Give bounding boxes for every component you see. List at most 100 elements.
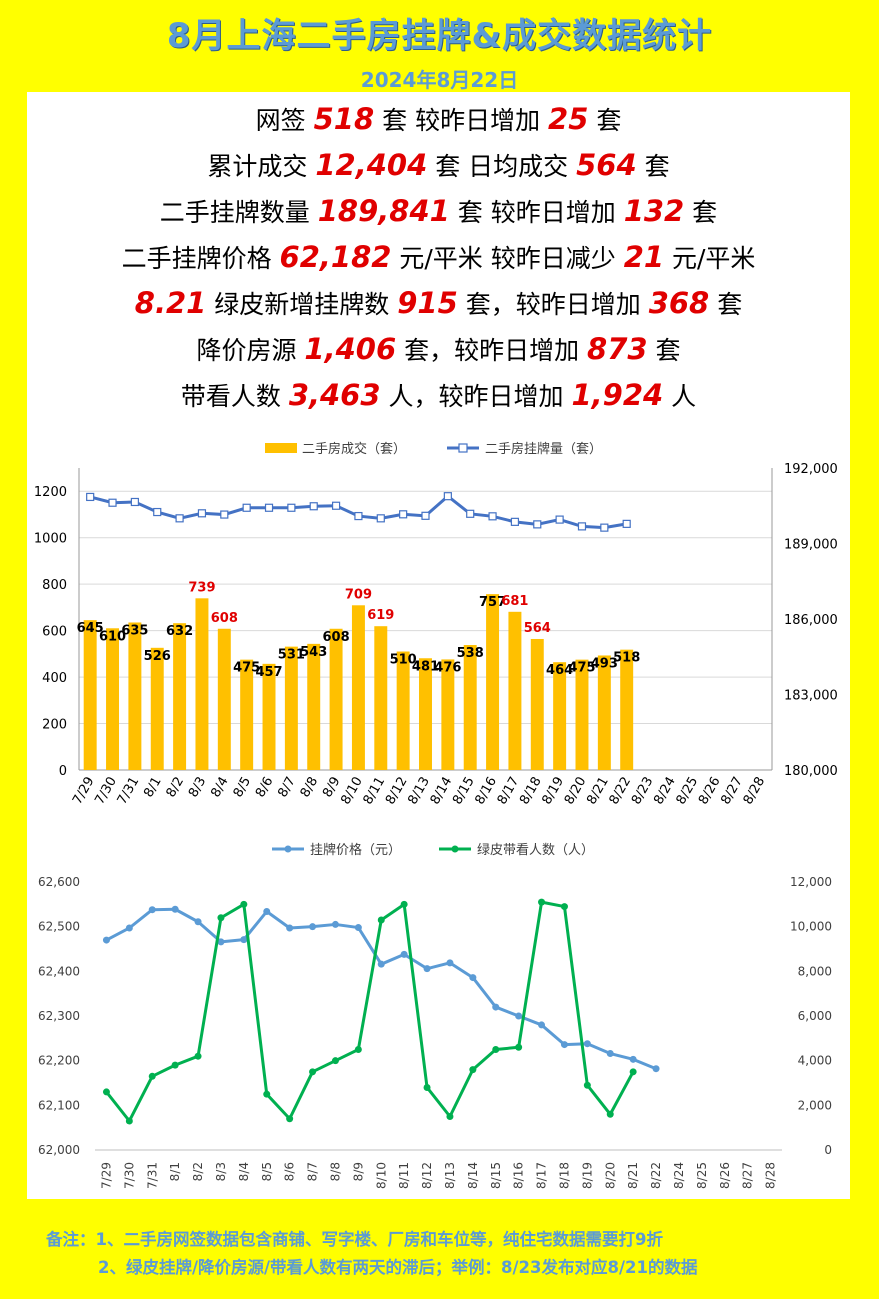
left-tick-label: 62,200 (38, 1054, 80, 1068)
listing-marker (220, 510, 229, 519)
stat-text: 人，较昨日增加 (380, 382, 572, 411)
right-tick-label: 12,000 (790, 875, 832, 889)
viewings-marker (400, 900, 408, 908)
listing-marker (264, 503, 274, 512)
stat-line: 8.21 绿皮新增挂牌数 915 套，较昨日增加 368 套 (27, 280, 850, 326)
x-tick-label: 7/31 (115, 775, 143, 808)
x-tick-label: 8/14 (466, 1162, 480, 1189)
x-tick-label: 8/8 (298, 775, 321, 801)
viewings-marker (583, 1081, 591, 1089)
x-tick-label: 8/19 (580, 1162, 594, 1189)
x-tick-label: 8/3 (214, 1162, 228, 1181)
stat-text: 二手挂牌数量 (159, 198, 318, 227)
viewings-marker (263, 1090, 271, 1098)
stat-value: 368 (648, 286, 710, 320)
legend-label-price: 挂牌价格（元） (310, 842, 401, 858)
bar-value-label: 645 (77, 621, 104, 636)
bar-value-label: 481 (412, 659, 439, 674)
stat-line: 降价房源 1,406 套，较昨日增加 873 套 (27, 326, 850, 372)
listing-marker (443, 492, 452, 501)
stat-text: 元/平米 较昨日减少 (391, 244, 624, 273)
right-tick-label: 0 (824, 1143, 832, 1157)
deals-listings-chart: 二手房成交（套） 二手房挂牌量（套） 0 200 400 600 800 1000 1200 18… (34, 441, 838, 808)
listing-marker (555, 515, 564, 524)
price-marker (492, 1003, 500, 1011)
viewings-marker (171, 1061, 179, 1069)
viewings-marker (102, 1088, 110, 1096)
bar-value-label: 538 (457, 646, 484, 661)
listing-marker (399, 510, 408, 519)
stat-line: 带看人数 3,463 人，较昨日增加 1,924 人 (27, 372, 850, 418)
listing-marker (197, 509, 207, 518)
x-tick-label: 8/26 (718, 1162, 732, 1189)
price-marker (102, 936, 110, 944)
stat-text: 套，较昨日增加 (457, 290, 649, 319)
price-marker (331, 920, 339, 928)
x-tick-label: 8/3 (186, 775, 209, 801)
x-tick-label: 8/4 (208, 775, 231, 801)
bar-value-label: 632 (166, 624, 193, 639)
x-tick-label: 8/26 (696, 775, 724, 808)
bar-value-label: 531 (278, 648, 305, 663)
report-date: 2024年8月22日 (360, 68, 519, 92)
listing-marker (533, 520, 542, 529)
bar (553, 662, 567, 770)
stat-text: 二手挂牌价格 (121, 244, 280, 273)
x-tick-label: 8/2 (164, 775, 187, 801)
x-tick-label: 8/21 (626, 1162, 640, 1189)
left-tick-label: 1000 (34, 532, 67, 547)
price-marker (240, 936, 248, 944)
x-tick-label: 7/30 (122, 1162, 136, 1189)
x-tick-label: 8/10 (374, 1162, 388, 1189)
x-tick-label: 8/18 (557, 1162, 571, 1189)
bar-value-label: 475 (568, 661, 595, 676)
right-tick-label: 8,000 (798, 964, 832, 978)
listing-marker (130, 497, 139, 507)
x-tick-label: 8/24 (651, 775, 679, 808)
bar-value-label: 608 (211, 611, 238, 626)
stat-value: 132 (623, 194, 685, 228)
listing-marker (421, 511, 430, 520)
viewings-marker (354, 1046, 362, 1053)
price-marker (423, 965, 431, 973)
price-marker (171, 905, 179, 913)
bar (620, 649, 634, 770)
viewings-marker (492, 1046, 500, 1053)
bar-value-label: 608 (323, 630, 350, 645)
price-marker (354, 924, 362, 932)
x-tick-label: 8/27 (718, 775, 746, 808)
stat-line: 网签 518 套 较昨日增加 25 套 (27, 96, 850, 142)
left-tick-label: 800 (42, 578, 67, 593)
viewings-marker (629, 1068, 637, 1076)
left-tick-label: 200 (42, 718, 67, 733)
x-tick-label: 7/31 (145, 1162, 159, 1189)
bar (441, 659, 455, 770)
bar-value-label: 635 (121, 623, 148, 638)
x-tick-label: 8/12 (420, 1162, 434, 1189)
stat-text: 套 较昨日增加 (374, 106, 549, 135)
bar-value-label: 564 (524, 621, 551, 636)
x-tick-label: 8/6 (253, 775, 276, 801)
viewings-line (105, 900, 635, 1123)
listing-marker (287, 503, 296, 512)
price-marker (469, 974, 477, 982)
right-tick-label: 10,000 (790, 920, 832, 934)
x-tick-label: 8/15 (450, 775, 478, 808)
x-tick-label: 8/17 (535, 1162, 549, 1189)
stat-value: 3,463 (288, 378, 381, 412)
bar-value-label: 681 (501, 594, 528, 609)
bar-value-label: 493 (591, 656, 618, 671)
listing-marker (354, 511, 363, 521)
x-tick-label: 8/20 (562, 775, 590, 808)
price-marker (286, 924, 294, 932)
bar (419, 658, 432, 770)
x-tick-label: 8/17 (495, 775, 523, 808)
stat-value: 1,924 (571, 378, 664, 412)
x-tick-label: 8/18 (517, 775, 545, 808)
x-tick-label: 8/4 (237, 1162, 251, 1181)
legend-label-listings: 二手房挂牌量（套） (485, 441, 602, 457)
price-marker (263, 907, 271, 915)
bar (575, 659, 589, 770)
bar (374, 626, 388, 770)
price-marker (583, 1040, 591, 1048)
